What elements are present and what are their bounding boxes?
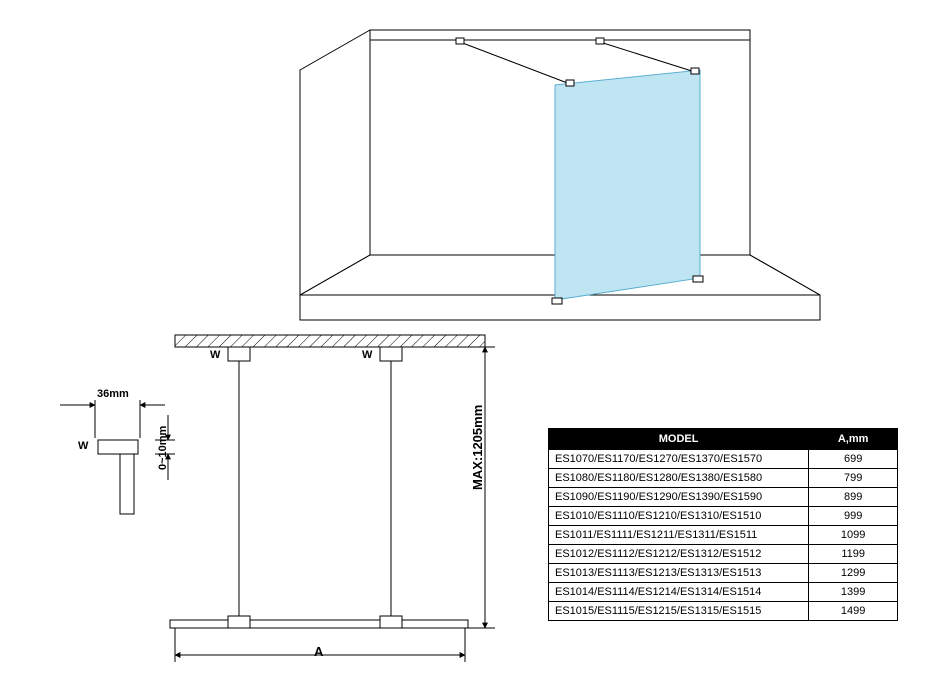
dim-A-label: A bbox=[314, 644, 323, 659]
cell-a: 1299 bbox=[809, 564, 898, 583]
label-W1: W bbox=[210, 349, 220, 361]
th-a: A,mm bbox=[809, 429, 898, 450]
table-row: ES1012/ES1112/ES1212/ES1312/ES15121199 bbox=[549, 545, 898, 564]
cell-model: ES1080/ES1180/ES1280/ES1380/ES1580 bbox=[549, 469, 809, 488]
cell-a: 699 bbox=[809, 450, 898, 469]
front-view bbox=[170, 335, 495, 662]
cell-model: ES1012/ES1112/ES1212/ES1312/ES1512 bbox=[549, 545, 809, 564]
cell-model: ES1011/ES1111/ES1211/ES1311/ES1511 bbox=[549, 526, 809, 545]
dim-0-10mm: 0~10mm bbox=[157, 426, 169, 470]
table-row: ES1015/ES1115/ES1215/ES1315/ES15151499 bbox=[549, 602, 898, 621]
dim-height-label: MAX:1205mm bbox=[470, 405, 485, 490]
cell-a: 899 bbox=[809, 488, 898, 507]
cell-model: ES1070/ES1170/ES1270/ES1370/ES1570 bbox=[549, 450, 809, 469]
table-row: ES1011/ES1111/ES1211/ES1311/ES15111099 bbox=[549, 526, 898, 545]
label-W2: W bbox=[362, 349, 372, 361]
cell-a: 1499 bbox=[809, 602, 898, 621]
cell-model: ES1090/ES1190/ES1290/ES1390/ES1590 bbox=[549, 488, 809, 507]
label-W-detail: W bbox=[78, 440, 88, 452]
cell-a: 1199 bbox=[809, 545, 898, 564]
cell-model: ES1010/ES1110/ES1210/ES1310/ES1510 bbox=[549, 507, 809, 526]
cell-a: 999 bbox=[809, 507, 898, 526]
table-row: ES1070/ES1170/ES1270/ES1370/ES1570699 bbox=[549, 450, 898, 469]
cell-a: 1399 bbox=[809, 583, 898, 602]
cell-a: 799 bbox=[809, 469, 898, 488]
cell-a: 1099 bbox=[809, 526, 898, 545]
table-row: ES1010/ES1110/ES1210/ES1310/ES1510999 bbox=[549, 507, 898, 526]
dim-36mm: 36mm bbox=[97, 388, 129, 400]
table-row: ES1014/ES1114/ES1214/ES1314/ES15141399 bbox=[549, 583, 898, 602]
cell-model: ES1014/ES1114/ES1214/ES1314/ES1514 bbox=[549, 583, 809, 602]
table-row: ES1080/ES1180/ES1280/ES1380/ES1580799 bbox=[549, 469, 898, 488]
table-row: ES1013/ES1113/ES1213/ES1313/ES15131299 bbox=[549, 564, 898, 583]
iso-glass-panel bbox=[555, 70, 700, 300]
cell-model: ES1015/ES1115/ES1215/ES1315/ES1515 bbox=[549, 602, 809, 621]
spec-table: MODEL A,mm ES1070/ES1170/ES1270/ES1370/E… bbox=[548, 428, 898, 621]
cell-model: ES1013/ES1113/ES1213/ES1313/ES1513 bbox=[549, 564, 809, 583]
table-row: ES1090/ES1190/ES1290/ES1390/ES1590899 bbox=[549, 488, 898, 507]
th-model: MODEL bbox=[549, 429, 809, 450]
